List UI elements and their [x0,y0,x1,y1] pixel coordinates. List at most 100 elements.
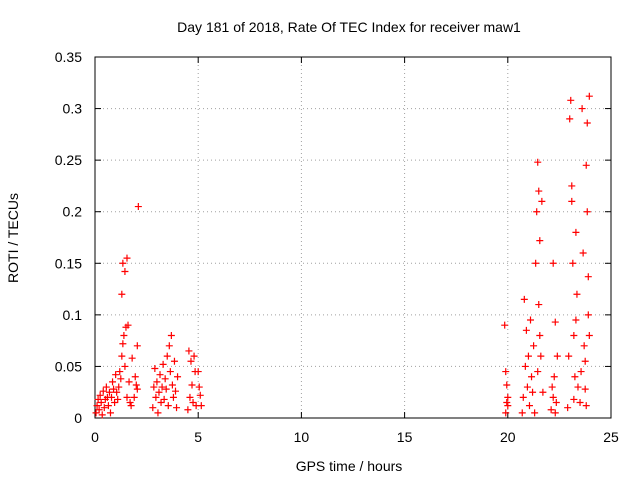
data-point [567,96,575,104]
data-point [584,311,592,319]
data-point [96,391,104,399]
data-point [581,357,589,365]
x-tick-label: 0 [91,429,99,445]
data-point [582,402,590,410]
data-point [108,393,116,401]
axes [94,56,612,419]
data-point [162,385,170,393]
data-point [529,388,537,396]
data-point [520,295,528,303]
data-point [114,395,122,403]
data-point [117,375,125,383]
data-point [159,360,167,368]
data-point [95,406,103,414]
data-point [153,378,161,386]
data-point [570,331,578,339]
data-point [530,342,538,350]
data-point [501,321,509,329]
data-point [157,399,165,407]
x-tick-label: 25 [603,429,619,445]
data-point [534,158,542,166]
data-point [580,342,588,350]
data-point [149,404,157,412]
data-point [577,368,585,376]
data-point [572,228,580,236]
data-point [187,357,195,365]
y-tick-label: 0.05 [55,358,82,374]
data-point [102,383,110,391]
data-point [531,409,539,417]
data-point [120,331,128,339]
data-point [110,385,118,393]
data-point [547,406,555,414]
x-axis-label: GPS time / hours [296,458,403,474]
data-point [100,404,108,412]
data-point [585,331,593,339]
data-point [578,105,586,113]
data-point [195,383,203,391]
data-point [124,321,132,329]
data-point [123,254,131,262]
data-point [571,373,579,381]
data-point [155,388,163,396]
data-point [523,383,531,391]
y-tick-label: 0.35 [55,49,82,65]
data-point [552,399,560,407]
data-point [534,368,542,376]
data-point [502,368,510,376]
data-points [92,92,593,419]
data-point [533,208,541,216]
data-point [584,273,592,281]
data-point [125,378,133,386]
data-point [504,393,512,401]
data-point [168,381,176,389]
data-point [99,387,107,395]
data-point [536,331,544,339]
data-point [551,409,559,417]
data-point [576,399,584,407]
data-point [525,402,533,410]
data-point [152,393,160,401]
data-point [105,388,113,396]
data-point [171,387,179,395]
data-point [121,362,129,370]
data-point [503,381,511,389]
data-point [502,409,510,417]
data-point [574,383,582,391]
data-point [97,399,105,407]
data-point [186,393,194,401]
data-point [521,362,529,370]
y-tick-label: 0.15 [55,255,82,271]
data-point [532,259,540,267]
data-point [535,301,543,309]
data-point [522,326,530,334]
data-point [549,259,557,267]
data-point [174,373,182,381]
data-point [170,357,178,365]
data-point [188,381,196,389]
data-point [98,411,106,419]
data-point [112,371,120,379]
data-point [528,373,536,381]
data-point [569,259,577,267]
data-point [190,352,198,360]
grid [95,57,611,418]
data-point [548,383,556,391]
plot-frame [94,56,612,419]
data-point [519,393,527,401]
data-point [550,373,558,381]
data-point [156,371,164,379]
data-point [130,393,138,401]
data-point [166,368,174,376]
data-point [565,352,573,360]
data-point [585,92,593,100]
data-point [583,208,591,216]
data-point [163,352,171,360]
data-point [92,409,100,417]
data-point [119,340,127,348]
y-axis-ticks: 0 0.05 0.1 0.15 0.2 0.25 0.3 0.35 [55,49,611,426]
data-point [566,115,574,123]
data-point [504,402,512,410]
data-point [123,393,131,401]
